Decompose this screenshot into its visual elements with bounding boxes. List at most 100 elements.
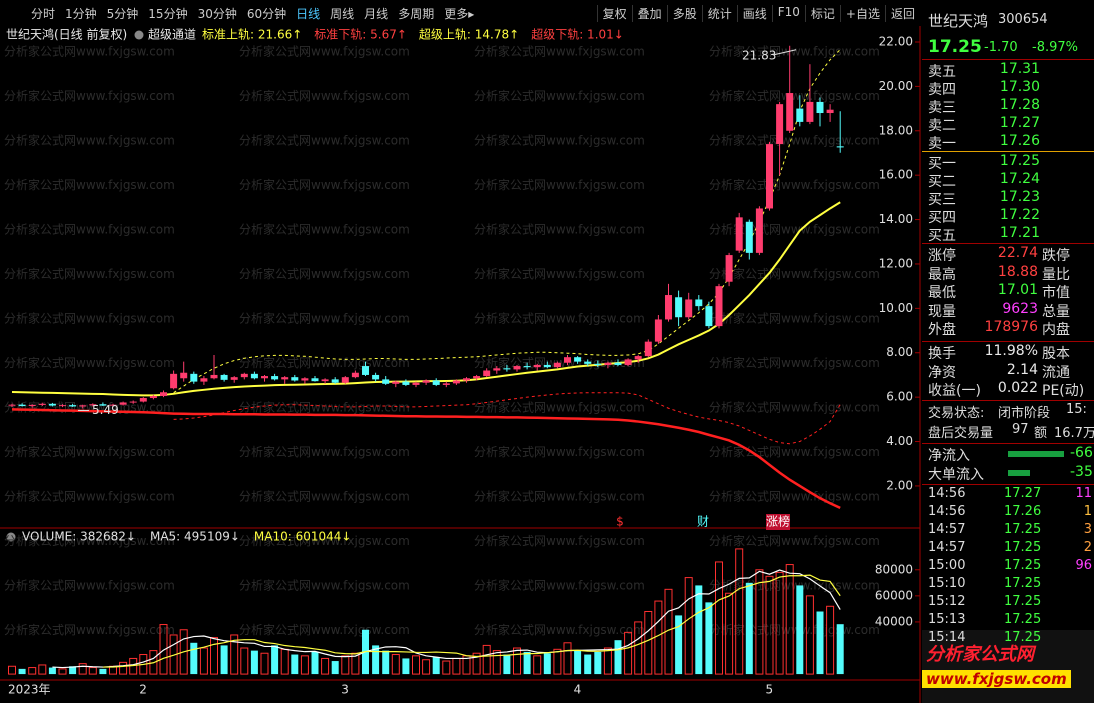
flow-bar xyxy=(1008,451,1064,457)
volume-bar xyxy=(88,667,97,675)
tick-time: 15:14 xyxy=(928,630,966,645)
y-tick-label: 12.00 xyxy=(879,256,913,270)
candle-body xyxy=(463,378,470,381)
stat-value: 0.022 xyxy=(997,380,1038,396)
volume-bar xyxy=(715,561,723,675)
volume-bar xyxy=(321,657,330,675)
volume-bar xyxy=(584,654,592,675)
period-tab[interactable]: 日线 xyxy=(296,6,321,21)
watermark: 分析家公式网www.fxjgsw.com xyxy=(474,44,645,59)
volume-bar xyxy=(230,634,239,675)
y-tick-label: 14.00 xyxy=(879,212,913,226)
tick-price: 17.25 xyxy=(1004,630,1042,645)
tool-button[interactable]: 复权 xyxy=(596,4,632,22)
tool-button[interactable]: 画线 xyxy=(736,4,772,22)
candle-body xyxy=(109,404,117,406)
stat-label: 总量 xyxy=(1042,303,1070,320)
tick-volume: 96 xyxy=(1075,558,1092,573)
period-tab[interactable]: 更多▸ xyxy=(444,6,475,21)
legend-entry: 超级上轨: 14.78↑ xyxy=(419,27,519,42)
legend-entry: 标准下轨: 5.67↑ xyxy=(314,28,407,42)
candle-body xyxy=(594,363,602,365)
period-tab[interactable]: 分时 xyxy=(31,6,56,21)
candle-body xyxy=(8,404,16,406)
volume-bar xyxy=(705,602,713,675)
watermark: 分析家公式网www.fxjgsw.com xyxy=(474,222,645,237)
period-tab[interactable]: 15分钟 xyxy=(148,6,188,21)
watermark: 分析家公式网www.fxjgsw.com xyxy=(4,622,175,637)
tick-time: 14:57 xyxy=(928,522,966,537)
stat-value: 11.98% xyxy=(984,343,1038,359)
watermark: 分析家公式网www.fxjgsw.com xyxy=(239,177,410,192)
candle-body xyxy=(362,366,369,375)
period-tab[interactable]: 60分钟 xyxy=(246,6,287,21)
period-tab[interactable]: 多周期 xyxy=(398,6,435,21)
candle-body xyxy=(190,373,198,382)
logo-title: 分析家公式网 xyxy=(926,644,1034,665)
volume-bar xyxy=(816,611,824,675)
volume-bar xyxy=(725,592,734,675)
candle-body xyxy=(372,374,380,380)
tool-button[interactable]: 标记 xyxy=(804,4,840,22)
tick-volume: 1 xyxy=(1083,504,1092,519)
stat-label: 最低 xyxy=(928,285,956,301)
divider xyxy=(922,400,1094,401)
y-tick-label: 20.00 xyxy=(879,79,913,93)
logo: 分析家公式网 www.fxjgsw.com xyxy=(922,630,1094,703)
candle-body xyxy=(654,319,662,342)
watermark: 分析家公式网www.fxjgsw.com xyxy=(4,177,175,192)
period-tab[interactable]: 1分钟 xyxy=(65,6,97,21)
tool-button[interactable]: 返回 xyxy=(884,4,920,22)
candle-body xyxy=(493,368,501,371)
price: 17.25 xyxy=(928,37,982,57)
volume-bar xyxy=(594,651,602,675)
candle-body xyxy=(695,299,703,307)
stat-label: 收益(一) xyxy=(928,383,981,399)
candle-body xyxy=(382,379,390,384)
candle-body xyxy=(271,376,279,380)
volume-bar xyxy=(291,654,299,675)
period-tab[interactable]: 周线 xyxy=(330,6,355,21)
watermark: 分析家公式网www.fxjgsw.com xyxy=(4,444,175,459)
candle-body xyxy=(311,378,319,382)
candle-body xyxy=(149,396,157,399)
candle-body xyxy=(665,295,672,320)
divider xyxy=(922,443,1094,444)
volume-bar xyxy=(149,650,158,675)
x-tick-label: 3 xyxy=(341,683,349,697)
candle-body xyxy=(604,362,612,365)
volume-bar xyxy=(179,629,188,675)
volume-bar xyxy=(119,661,128,675)
y-tick-label: 10.00 xyxy=(879,301,913,315)
volume-bar xyxy=(482,644,491,675)
book-label: 卖一 xyxy=(928,136,956,152)
flow-value: -66 xyxy=(1070,445,1093,461)
book-price: 17.24 xyxy=(999,171,1040,187)
tool-button[interactable]: +自选 xyxy=(839,4,885,22)
period-tab[interactable]: 5分钟 xyxy=(106,6,139,21)
period-tab[interactable]: 30分钟 xyxy=(197,6,237,21)
quote-panel: 世纪天鸿 300654 17.25 -1.70 -8.97% 交易状态: 闭市阶… xyxy=(922,0,1094,703)
tool-button[interactable]: 多股 xyxy=(666,4,702,22)
candle-body xyxy=(836,146,844,148)
tool-button[interactable]: 叠加 xyxy=(631,4,667,22)
watermark: 分析家公式网www.fxjgsw.com xyxy=(239,533,410,548)
watermark: 分析家公式网www.fxjgsw.com xyxy=(709,311,880,326)
watermark: 分析家公式网www.fxjgsw.com xyxy=(709,266,880,281)
tool-button[interactable]: F10 xyxy=(771,4,805,22)
volume-bar xyxy=(695,585,703,675)
tool-button[interactable]: 统计 xyxy=(701,4,737,22)
book-label: 买二 xyxy=(928,174,956,190)
y-tick-label: 2.00 xyxy=(886,478,913,492)
candle-body xyxy=(281,377,289,380)
volume-bar xyxy=(280,648,289,675)
volume-bar xyxy=(351,652,360,675)
period-tab[interactable]: 月线 xyxy=(364,6,389,21)
tick-time: 14:56 xyxy=(928,486,966,501)
tick-time: 15:13 xyxy=(928,612,966,627)
candle-body xyxy=(806,101,814,122)
watermark: 分析家公式网www.fxjgsw.com xyxy=(4,266,175,281)
watermark: 分析家公式网www.fxjgsw.com xyxy=(4,578,175,593)
candle-body xyxy=(735,217,743,251)
watermark: 分析家公式网www.fxjgsw.com xyxy=(239,489,410,504)
